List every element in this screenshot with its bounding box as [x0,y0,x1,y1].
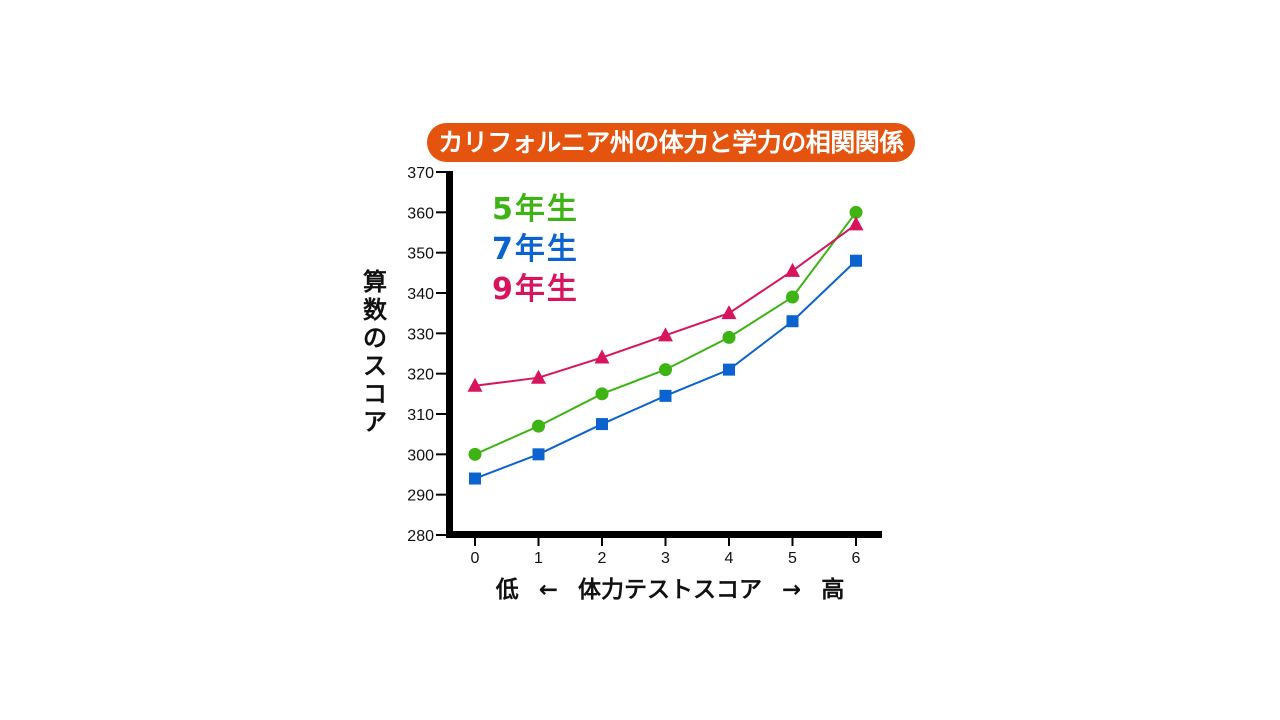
y-tick-label: 360 [407,205,434,222]
x-tick-label: 5 [788,550,797,567]
circle-marker-icon [659,363,672,377]
y-axis-label-char: ス [363,352,387,380]
y-tick-label: 370 [407,165,434,182]
y-tick-label: 300 [407,447,434,464]
y-axis-label-char: 数 [363,296,387,324]
y-axis-label-char: ア [363,408,387,436]
y-axis-label-char: の [363,324,387,352]
y-tick-label: 320 [407,367,434,384]
y-tick-label: 290 [407,488,434,505]
triangle-marker-icon [594,349,610,364]
legend: 5年生 7年生 9年生 [492,190,579,310]
chart-title: カリフォルニア州の体力と学力の相関関係 [427,123,915,162]
triangle-marker-icon [467,377,483,392]
square-marker-icon [786,315,799,328]
circle-marker-icon [595,387,609,401]
circle-marker-icon [468,447,482,461]
x-tick-label: 4 [725,550,734,567]
y-tick-label: 350 [407,246,434,263]
square-marker-icon [659,389,672,402]
x-axis-label: 低 ← 体力テストスコア → 高 [440,570,900,604]
x-axis-title: 体力テストスコア [578,577,762,603]
square-marker-icon [596,418,608,431]
x-tick-label: 3 [661,550,670,567]
legend-item-grade5: 5年生 [492,192,579,227]
x-tick-label: 6 [852,550,861,567]
y-tick-label: 280 [407,528,434,545]
square-marker-icon [723,363,735,376]
right-arrow-icon: → [782,577,802,603]
triangle-marker-icon [785,262,800,277]
x-tick-label: 1 [534,550,543,567]
square-marker-icon [532,448,545,461]
triangle-marker-icon [658,327,673,342]
square-marker-icon [469,472,481,485]
x-axis-line [446,531,882,538]
triangle-marker-icon [531,369,546,384]
y-tick-label: 330 [407,326,434,343]
left-arrow-icon: ← [538,577,558,603]
triangle-marker-icon [721,305,737,320]
circle-marker-icon [532,419,545,433]
legend-item-grade9: 9年生 [492,272,579,307]
square-marker-icon [850,254,862,267]
circle-marker-icon [786,290,799,304]
circle-marker-icon [849,205,863,219]
y-tick-label: 310 [407,407,434,424]
triangle-marker-icon [848,216,864,231]
legend-item-grade7: 7年生 [492,232,579,267]
x-axis-low-label: 低 [495,577,519,603]
x-axis-high-label: 高 [821,577,845,603]
y-axis-line [446,171,453,538]
x-tick-label: 0 [471,550,480,567]
circle-marker-icon [722,330,736,344]
y-tick-label: 340 [407,286,434,303]
y-axis-label-char: 算 [363,268,387,296]
y-axis-label: 算 数 の ス コ ア [358,268,392,436]
y-axis-label-char: コ [363,380,387,408]
x-tick-label: 2 [598,550,607,567]
